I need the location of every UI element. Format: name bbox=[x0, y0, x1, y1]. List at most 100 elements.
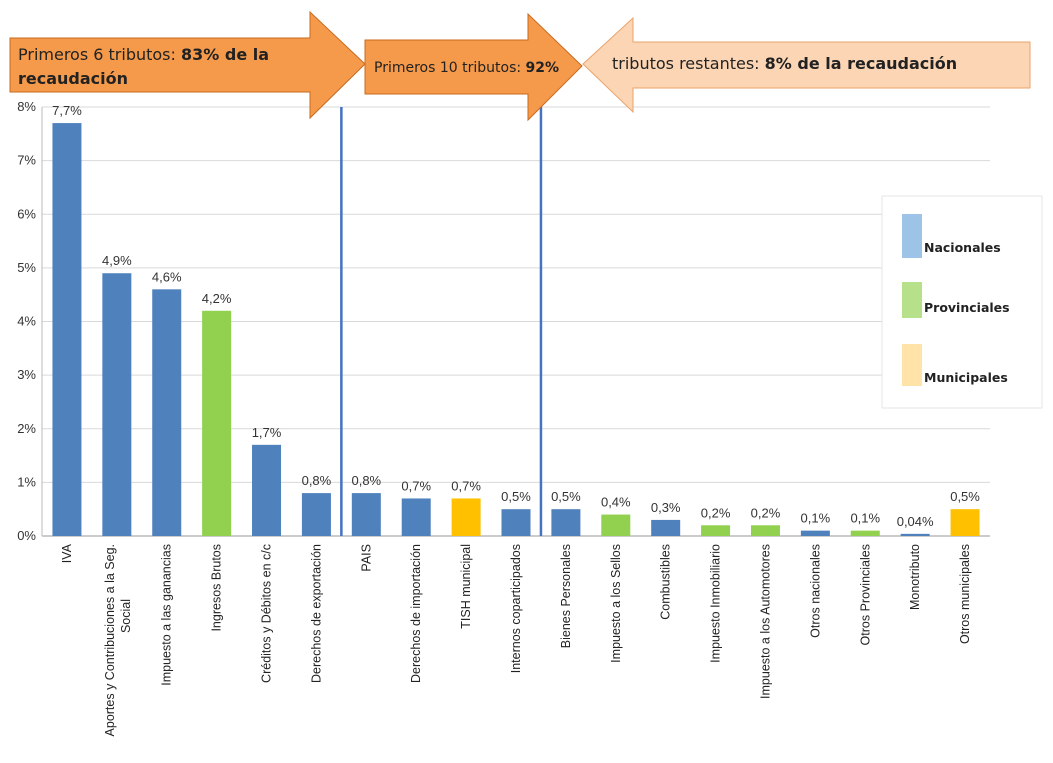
data-label: 4,6% bbox=[152, 269, 182, 284]
svg-text:Impuesto Inmobiliario: Impuesto Inmobiliario bbox=[709, 544, 723, 663]
x-axis-labels: IVA Aportes y Contribuciones a la Seg. Soc… bbox=[60, 543, 972, 736]
svg-text:Otros Provinciales: Otros Provinciales bbox=[858, 544, 872, 645]
data-label: 0,3% bbox=[651, 500, 681, 515]
svg-text:Créditos y Débitos en c/c: Créditos y Débitos en c/c bbox=[260, 544, 274, 683]
x-tick-label: Impuesto a los Automotores bbox=[758, 544, 772, 699]
value-labels: 7,7% 4,9% 4,6% 4,2% 1,7% 0,8% 0,8% 0,7% 0,7% 0,5%… bbox=[52, 103, 980, 529]
annotation-arrow-remaining: tributos restantes: 8% de la recaudación bbox=[582, 16, 1031, 114]
x-tick-label: Otros municipales bbox=[958, 544, 972, 644]
svg-text:Impuesto a los Automotores: Impuesto a los Automotores bbox=[758, 544, 772, 699]
x-tick-label: Impuesto a las ganancias bbox=[160, 544, 174, 686]
svg-text:Monotributo: Monotributo bbox=[908, 544, 922, 610]
svg-text:Social: Social bbox=[119, 599, 133, 633]
bar bbox=[950, 509, 980, 536]
legend-label-municipales: Municipales bbox=[924, 370, 1008, 385]
x-tick-label: Impuesto a los Sellos bbox=[609, 544, 623, 663]
data-label: 4,9% bbox=[102, 253, 132, 268]
x-tick-label: PAIS bbox=[359, 544, 373, 572]
x-tick-label: Derechos de exportación bbox=[309, 544, 323, 683]
bar bbox=[152, 289, 182, 536]
annotation-arrow-first-10: Primeros 10 tributos: 92% bbox=[364, 12, 583, 122]
bar bbox=[451, 498, 481, 536]
bars bbox=[52, 123, 980, 537]
bar bbox=[750, 525, 780, 536]
legend-label-provinciales: Provinciales bbox=[924, 300, 1010, 315]
svg-text:IVA: IVA bbox=[60, 543, 74, 563]
data-label: 0,7% bbox=[401, 478, 431, 493]
data-label: 1,7% bbox=[252, 425, 282, 440]
data-label: 0,8% bbox=[302, 473, 332, 488]
bar bbox=[601, 514, 631, 536]
bar bbox=[501, 509, 531, 536]
svg-text:PAIS: PAIS bbox=[359, 544, 373, 572]
x-tick-label: IVA bbox=[60, 543, 74, 563]
x-tick-label: Derechos de importación bbox=[409, 544, 423, 683]
data-label: 0,1% bbox=[850, 511, 880, 526]
legend-swatch-nacionales bbox=[902, 214, 922, 258]
svg-text:Otros municipales: Otros municipales bbox=[958, 544, 972, 644]
x-tick-label: Otros nacionales bbox=[808, 544, 822, 638]
y-tick-label: 1% bbox=[17, 474, 36, 489]
annotation-first-6-line1: Primeros 6 tributos: 83% de la bbox=[18, 45, 269, 64]
data-label: 0,5% bbox=[950, 489, 980, 504]
bar bbox=[351, 493, 381, 536]
y-tick-label: 3% bbox=[17, 367, 36, 382]
svg-text:Internos coparticipados: Internos coparticipados bbox=[509, 544, 523, 673]
svg-text:Derechos de importación: Derechos de importación bbox=[409, 544, 423, 683]
legend: Nacionales Provinciales Municipales bbox=[881, 195, 1043, 409]
x-tick-label: Combustibles bbox=[659, 544, 673, 620]
svg-text:Otros nacionales: Otros nacionales bbox=[808, 544, 822, 638]
annotation-first-6-line2: recaudación bbox=[18, 69, 128, 88]
data-label: 7,7% bbox=[52, 103, 82, 118]
svg-text:Ingresos Brutos: Ingresos Brutos bbox=[210, 544, 224, 632]
bar bbox=[52, 123, 82, 537]
bar bbox=[102, 273, 132, 536]
y-tick-label: 5% bbox=[17, 260, 36, 275]
svg-text:Impuesto a las ganancias: Impuesto a las ganancias bbox=[160, 544, 174, 686]
x-tick-label: Internos coparticipados bbox=[509, 544, 523, 673]
svg-text:Bienes Personales: Bienes Personales bbox=[559, 544, 573, 648]
y-tick-label: 8% bbox=[17, 99, 36, 114]
data-label: 4,2% bbox=[202, 291, 232, 306]
annotation-arrow-first-6: Primeros 6 tributos: 83% de la recaudaci… bbox=[9, 10, 366, 120]
data-label: 0,2% bbox=[751, 505, 781, 520]
x-tick-label: Otros Provinciales bbox=[858, 544, 872, 645]
bar bbox=[900, 533, 930, 536]
data-label: 0,4% bbox=[601, 495, 631, 510]
svg-text:TISH municipal: TISH municipal bbox=[459, 544, 473, 629]
y-tick-label: 2% bbox=[17, 421, 36, 436]
data-label: 0,5% bbox=[501, 489, 531, 504]
svg-text:Aportes y Contribuciones a la: Aportes y Contribuciones a la Seg. bbox=[103, 544, 117, 736]
gridlines bbox=[42, 106, 990, 483]
data-label: 0,1% bbox=[801, 511, 831, 526]
x-tick-label: Impuesto Inmobiliario bbox=[709, 544, 723, 663]
x-tick-label: Aportes y Contribuciones a la Seg. Social bbox=[103, 544, 133, 736]
svg-text:Combustibles: Combustibles bbox=[659, 544, 673, 620]
svg-text:Derechos de exportación: Derechos de exportación bbox=[309, 544, 323, 683]
data-label: 0,2% bbox=[701, 505, 731, 520]
data-label: 0,04% bbox=[897, 514, 934, 529]
x-tick-label: Créditos y Débitos en c/c bbox=[260, 544, 274, 683]
x-tick-label: Monotributo bbox=[908, 544, 922, 610]
svg-text:Impuesto a los Sellos: Impuesto a los Sellos bbox=[609, 544, 623, 663]
y-axis: 0% 1% 2% 3% 4% 5% 6% 7% 8% bbox=[17, 99, 990, 543]
bar bbox=[651, 519, 681, 536]
bar bbox=[850, 530, 880, 536]
y-tick-label: 0% bbox=[17, 528, 36, 543]
bar bbox=[701, 525, 731, 536]
data-label: 0,7% bbox=[451, 478, 481, 493]
y-tick-label: 6% bbox=[17, 206, 36, 221]
x-tick-label: Ingresos Brutos bbox=[210, 544, 224, 632]
data-label: 0,5% bbox=[551, 489, 581, 504]
x-tick-label: Bienes Personales bbox=[559, 544, 573, 648]
x-tick-label: TISH municipal bbox=[459, 544, 473, 629]
bar bbox=[252, 444, 282, 536]
separator-lines bbox=[340, 107, 543, 536]
legend-label-nacionales: Nacionales bbox=[924, 240, 1001, 255]
bar bbox=[401, 498, 431, 536]
bar bbox=[800, 530, 830, 536]
data-label: 0,8% bbox=[351, 473, 381, 488]
bar bbox=[301, 493, 331, 536]
y-tick-label: 7% bbox=[17, 153, 36, 168]
